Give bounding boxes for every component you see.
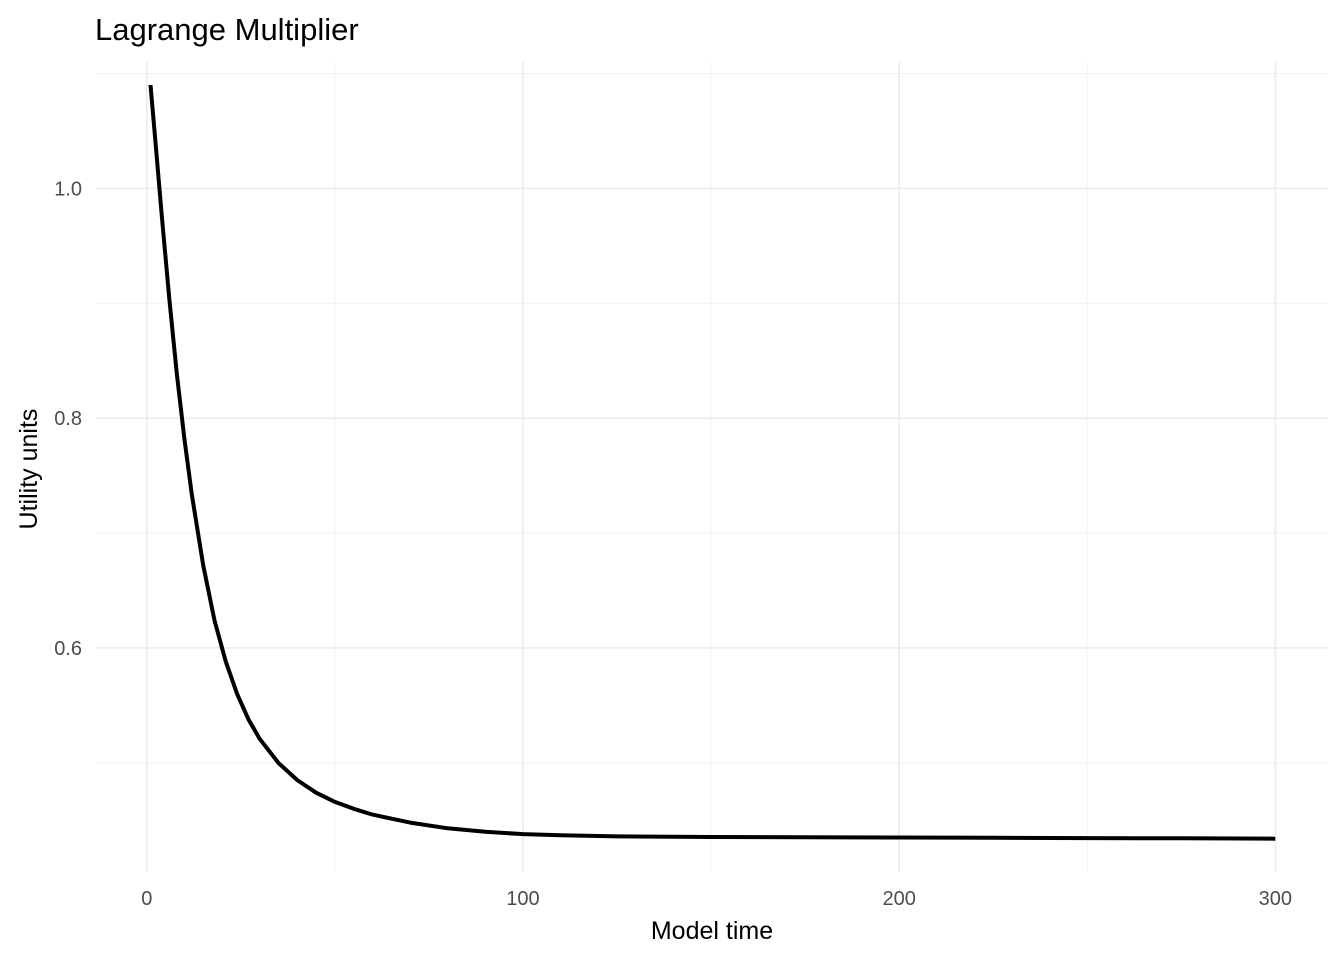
series-line xyxy=(148,84,1276,841)
major-gridlines xyxy=(96,62,1328,872)
x-tick-label: 0 xyxy=(141,888,152,910)
x-axis-title: Model time xyxy=(651,917,773,945)
x-axis-ticks: 0 100 200 300 xyxy=(141,888,1292,910)
chart-title: Lagrange Multiplier xyxy=(95,12,359,47)
y-tick-label: 1.0 xyxy=(54,178,82,200)
minor-gridlines xyxy=(96,62,1328,872)
y-tick-label: 0.8 xyxy=(54,408,82,430)
y-axis-ticks: 0.6 0.8 1.0 xyxy=(54,178,82,660)
x-tick-label: 100 xyxy=(506,888,539,910)
x-tick-label: 200 xyxy=(882,888,915,910)
x-tick-label: 300 xyxy=(1259,888,1292,910)
y-axis-title: Utility units xyxy=(15,409,43,530)
series-layer xyxy=(148,84,1276,841)
y-tick-label: 0.6 xyxy=(54,638,82,660)
